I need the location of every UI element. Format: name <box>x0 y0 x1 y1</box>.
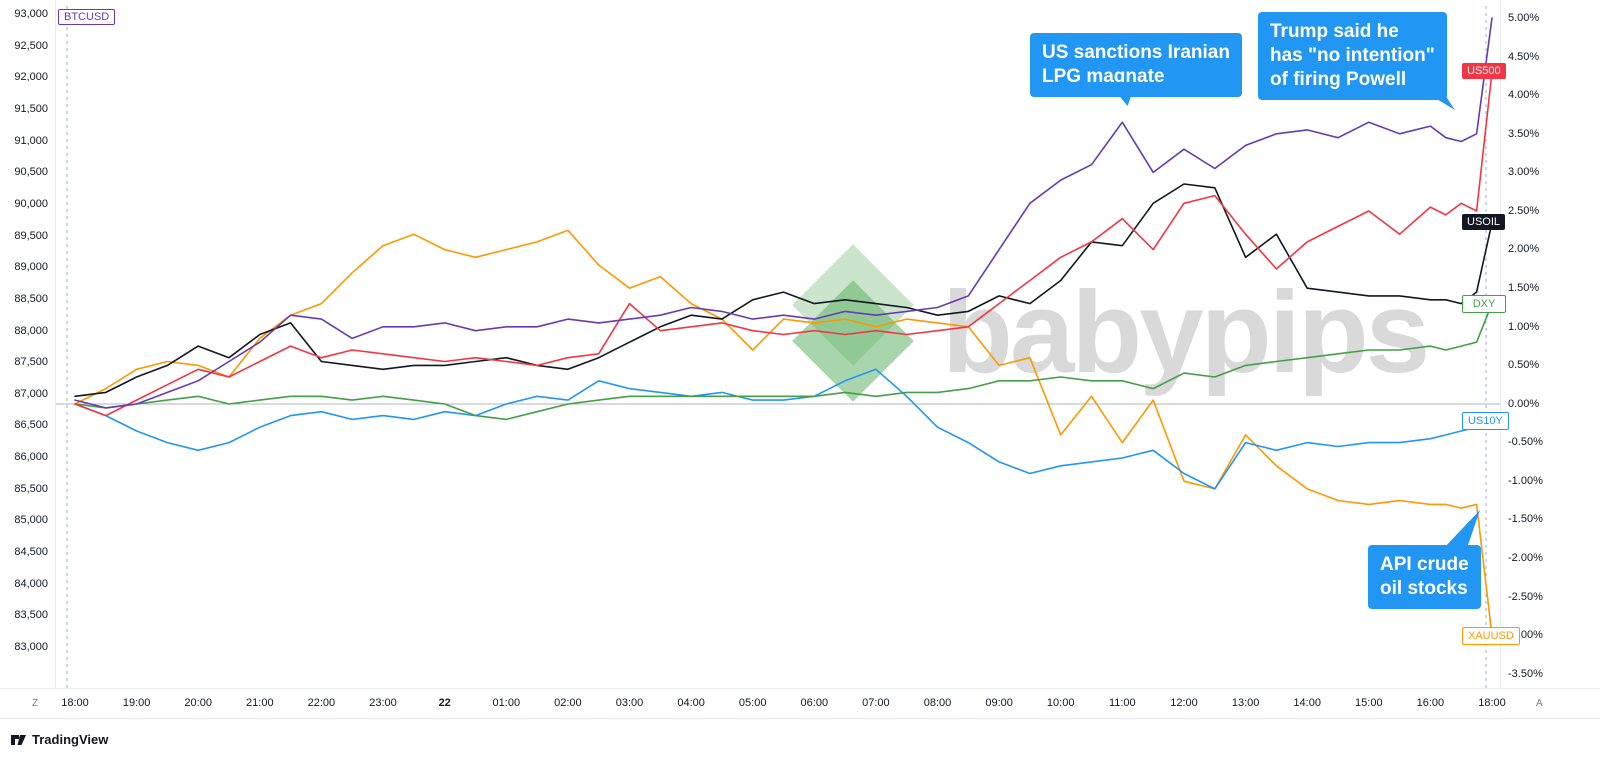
series-line-usoil[interactable] <box>74 183 1493 398</box>
left-axis-tick: 84,500 <box>14 546 48 558</box>
time-axis-label: 16:00 <box>1416 697 1445 709</box>
right-axis-tick: 3.00% <box>1508 166 1540 179</box>
bottom-toolbar: TradingView <box>0 718 1600 759</box>
left-axis-tick: 89,000 <box>14 261 48 274</box>
right-axis-tick: 2.00% <box>1508 243 1540 256</box>
time-axis-label: 19:00 <box>122 697 151 709</box>
tradingview-logo-text: TradingView <box>32 731 109 747</box>
right-axis-tick: 4.50% <box>1508 50 1540 63</box>
callout-api-crude[interactable]: API crude oil stocks <box>1368 545 1481 609</box>
left-axis-tick: 84,000 <box>14 577 48 590</box>
time-axis-label: 22:00 <box>307 697 336 709</box>
right-axis-tick: -1.50% <box>1508 513 1543 526</box>
right-axis-tick: -3.50% <box>1508 667 1543 680</box>
timezone-marker[interactable]: Z <box>32 698 39 709</box>
right-axis-tick: 0.00% <box>1508 397 1540 410</box>
left-axis-tick: 83,500 <box>14 609 48 622</box>
time-axis-label: 04:00 <box>677 697 705 709</box>
left-axis-tick: 93,000 <box>14 8 48 20</box>
left-axis-tick: 90,000 <box>14 197 48 210</box>
time-axis-label: 06:00 <box>800 697 829 709</box>
price-axis-label-dxy[interactable]: DXY <box>1462 295 1506 313</box>
time-axis-label: 12:00 <box>1170 697 1198 709</box>
time-axis-label: 13:00 <box>1231 697 1260 709</box>
series-line-dxy[interactable] <box>74 302 1493 421</box>
time-axis-label: 05:00 <box>738 697 767 709</box>
chart-region: babypips 93,000 92,500 92,000 91,500 91,000 9… <box>0 0 1600 688</box>
time-axis-label: 09:00 <box>985 697 1013 709</box>
time-axis-label: 18:00 <box>1478 697 1506 709</box>
right-axis-tick: 4.00% <box>1508 89 1540 102</box>
time-axis-label: 08:00 <box>923 697 952 709</box>
callout-trump-powell[interactable]: Trump said he has "no intention" of firi… <box>1258 12 1447 100</box>
series-line-us500[interactable] <box>74 71 1493 417</box>
right-axis-tick: 5.00% <box>1508 12 1540 24</box>
btcusd-symbol-label[interactable]: BTCUSD <box>58 9 116 25</box>
right-axis-tick: 2.50% <box>1508 204 1540 217</box>
price-axis-label-usoil[interactable]: USOIL <box>1462 214 1506 230</box>
time-axis-label: 18:00 <box>61 697 89 709</box>
left-axis-tick: 92,000 <box>14 71 48 84</box>
left-axis-tick: 90,500 <box>14 166 48 179</box>
price-lines-canvas[interactable] <box>55 0 1500 688</box>
time-axis-label: 15:00 <box>1355 697 1383 709</box>
series-line-us10y[interactable] <box>74 368 1493 490</box>
series-line-xauusd[interactable] <box>74 229 1493 637</box>
time-axis-label: 02:00 <box>554 697 582 709</box>
left-price-axis[interactable]: 93,000 92,500 92,000 91,500 91,000 90,500 90,0… <box>0 0 56 688</box>
left-axis-tick: 89,500 <box>14 229 48 242</box>
time-axis-label: 23:00 <box>369 697 397 709</box>
price-axis-label-us500[interactable]: US500 <box>1462 63 1506 79</box>
left-axis-tick: 91,000 <box>14 134 48 147</box>
time-axis[interactable]: Z A 18:00 19:00 20:00 21:00 22:00 23:00 22 01:0… <box>0 688 1600 719</box>
left-axis-tick: 87,000 <box>14 387 48 400</box>
left-axis-tick: 88,000 <box>14 324 48 337</box>
tradingview-logo-icon <box>11 734 26 745</box>
time-axis-label: 10:00 <box>1046 697 1075 709</box>
price-axis-label-us10y[interactable]: US10Y <box>1462 412 1509 430</box>
right-axis-tick: -1.00% <box>1508 474 1543 487</box>
left-axis-tick: 88,500 <box>14 292 48 305</box>
time-axis-label: 01:00 <box>492 697 521 709</box>
right-axis-tick: -0.50% <box>1508 436 1543 449</box>
callout-us-sanctions[interactable]: US sanctions Iranian LPG magnate <box>1030 33 1242 97</box>
left-axis-tick: 91,500 <box>14 102 48 115</box>
auto-scale-marker[interactable]: A <box>1536 698 1543 709</box>
time-axis-label: 07:00 <box>862 697 890 709</box>
left-axis-tick: 92,500 <box>14 39 48 52</box>
left-axis-tick: 86,000 <box>14 451 48 464</box>
right-axis-tick: -2.50% <box>1508 590 1543 603</box>
right-axis-tick: 1.00% <box>1508 320 1540 333</box>
left-axis-tick: 85,500 <box>14 482 48 495</box>
right-percent-axis[interactable]: 5.00% 4.50% 4.00% 3.50% 3.00% 2.50% 2.00% 1.50%… <box>1500 0 1600 688</box>
tradingview-logo[interactable]: TradingView <box>10 731 108 748</box>
time-axis-label: 22 <box>438 697 451 709</box>
right-axis-tick: -2.00% <box>1508 552 1543 564</box>
time-axis-label: 11:00 <box>1108 697 1136 709</box>
right-axis-tick: 3.50% <box>1508 127 1540 140</box>
left-axis-tick: 86,500 <box>14 419 48 432</box>
left-axis-tick: 83,000 <box>14 641 48 653</box>
time-axis-label: 14:00 <box>1293 697 1321 709</box>
plot-area[interactable] <box>55 0 1500 688</box>
right-axis-tick: 1.50% <box>1508 282 1540 294</box>
time-axis-label: 21:00 <box>246 697 274 709</box>
left-axis-tick: 87,500 <box>14 356 48 369</box>
time-axis-label: 03:00 <box>615 697 644 709</box>
price-axis-label-xauusd[interactable]: XAUUSD <box>1462 627 1520 645</box>
left-axis-tick: 85,000 <box>14 514 48 527</box>
right-axis-tick: 0.50% <box>1508 359 1540 372</box>
time-axis-label: 20:00 <box>184 697 212 709</box>
